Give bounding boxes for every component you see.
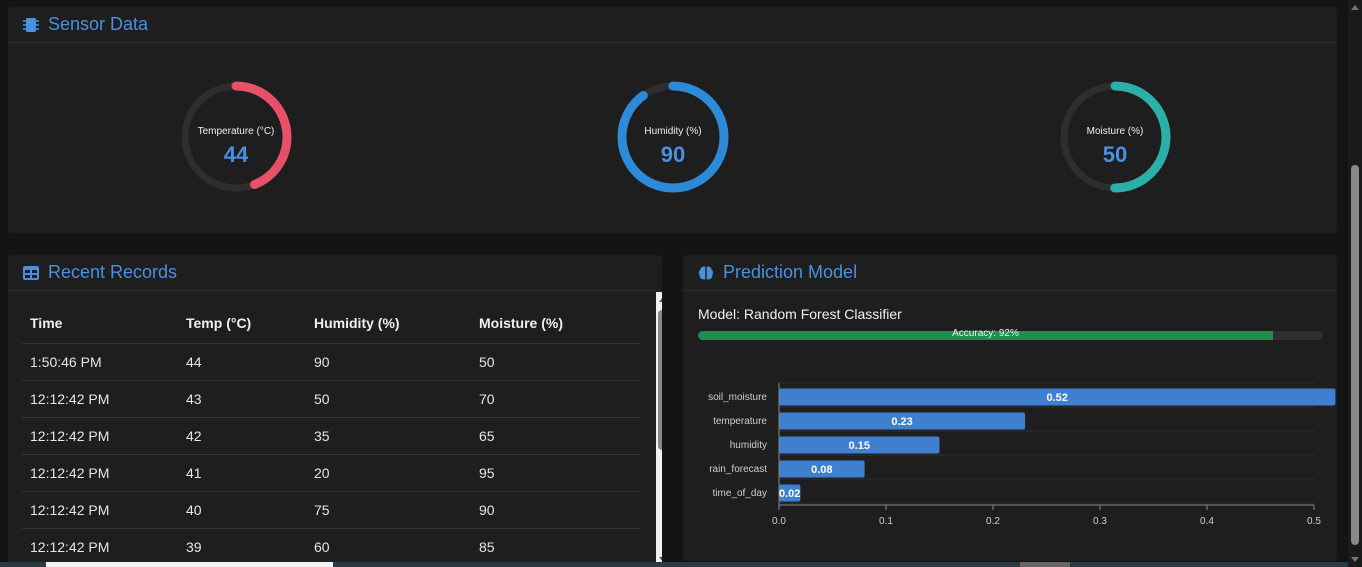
cell-temp: 39 bbox=[178, 528, 306, 566]
chart-category-label: time_of_day bbox=[713, 488, 767, 499]
humidity-gauge-ring bbox=[617, 81, 729, 193]
chart-category-label: temperature bbox=[713, 416, 767, 427]
chart-x-tick-label: 0.4 bbox=[1200, 516, 1214, 525]
chart-data-label: 0.08 bbox=[811, 464, 832, 476]
cell-moisture: 70 bbox=[471, 380, 640, 418]
moisture-gauge-label: Moisture (%) bbox=[1086, 126, 1144, 137]
column-header-moisture: Moisture (%) bbox=[471, 303, 640, 344]
moisture-gauge-ring bbox=[1059, 81, 1171, 193]
records-table-container[interactable]: Time Temp (°C) Humidity (%) Moisture (%)… bbox=[22, 303, 640, 566]
cell-humidity: 50 bbox=[306, 380, 471, 418]
cell-temp: 43 bbox=[178, 380, 306, 418]
cell-time: 12:12:42 PM bbox=[22, 417, 178, 455]
humidity-gauge: Humidity (%) 90 bbox=[615, 79, 731, 195]
cell-temp: 42 bbox=[178, 417, 306, 455]
recent-records-header: Recent Records bbox=[8, 255, 662, 291]
column-header-humidity: Humidity (%) bbox=[306, 303, 471, 344]
chart-category-label: rain_forecast bbox=[709, 464, 767, 475]
cell-time: 12:12:42 PM bbox=[22, 528, 178, 566]
records-scrollbar[interactable] bbox=[656, 292, 662, 567]
cell-moisture: 65 bbox=[471, 417, 640, 455]
chart-x-tick-label: 0.1 bbox=[879, 516, 893, 525]
scroll-up-arrow-icon[interactable] bbox=[659, 297, 662, 302]
temperature-gauge-value: 44 bbox=[223, 142, 249, 167]
cell-temp: 41 bbox=[178, 454, 306, 492]
moisture-gauge: Moisture (%) 50 bbox=[1057, 79, 1173, 195]
accuracy-progress-bar bbox=[698, 331, 1323, 340]
sensor-data-title: Sensor Data bbox=[48, 14, 149, 34]
cell-time: 12:12:42 PM bbox=[22, 491, 178, 529]
temperature-gauge-ring bbox=[180, 81, 292, 193]
recent-records-title: Recent Records bbox=[48, 262, 178, 282]
cell-humidity: 90 bbox=[306, 343, 471, 381]
cell-moisture: 95 bbox=[471, 454, 640, 492]
temperature-gauge: Temperature (°C) 44 bbox=[178, 79, 294, 195]
page-scroll-up-arrow-icon[interactable] bbox=[1351, 5, 1359, 10]
chart-data-label: 0.23 bbox=[891, 416, 912, 428]
prediction-model-card: Prediction Model Model: Random Forest Cl… bbox=[683, 255, 1337, 561]
cell-temp: 44 bbox=[178, 343, 306, 381]
table-header-row: Time Temp (°C) Humidity (%) Moisture (%) bbox=[22, 303, 640, 344]
chart-x-tick-label: 0.3 bbox=[1093, 516, 1107, 525]
chart-category-label: humidity bbox=[730, 440, 767, 451]
table-row: 12:12:42 PM 40 75 90 bbox=[22, 491, 640, 529]
page-scroll-thumb[interactable] bbox=[1351, 165, 1359, 545]
accuracy-progress-fill bbox=[698, 331, 1273, 340]
chart-bar bbox=[779, 484, 801, 502]
records-scroll-thumb[interactable] bbox=[658, 310, 662, 450]
cell-humidity: 60 bbox=[306, 528, 471, 566]
humidity-gauge-value: 90 bbox=[660, 142, 686, 167]
accuracy-text: Accuracy: 92% bbox=[952, 328, 1019, 339]
chart-bar bbox=[779, 460, 865, 478]
prediction-model-title: Prediction Model bbox=[723, 262, 858, 282]
table-row: 12:12:42 PM 39 60 85 bbox=[22, 528, 640, 566]
table-row: 12:12:42 PM 43 50 70 bbox=[22, 380, 640, 418]
brain-icon bbox=[698, 265, 714, 280]
chart-data-label: 0.52 bbox=[1046, 392, 1067, 404]
chart-x-tick-label: 0.0 bbox=[772, 516, 786, 525]
chart-category-label: soil_moisture bbox=[708, 392, 767, 403]
table-row: 12:12:42 PM 42 35 65 bbox=[22, 417, 640, 455]
page-vertical-scrollbar[interactable] bbox=[1348, 0, 1362, 567]
feature-importance-chart: soil_moisture 0.52 temperature 0.23 humidity… bbox=[708, 382, 1336, 525]
moisture-gauge-value: 50 bbox=[1102, 142, 1128, 167]
table-icon bbox=[23, 265, 39, 280]
cell-time: 12:12:42 PM bbox=[22, 454, 178, 492]
column-header-temp: Temp (°C) bbox=[178, 303, 306, 344]
cell-moisture: 85 bbox=[471, 528, 640, 566]
page-horizontal-scrollbar[interactable] bbox=[0, 562, 1348, 567]
chart-data-label: 0.02 bbox=[779, 488, 800, 500]
records-table: Time Temp (°C) Humidity (%) Moisture (%)… bbox=[22, 303, 640, 566]
cell-humidity: 35 bbox=[306, 417, 471, 455]
cell-moisture: 90 bbox=[471, 491, 640, 529]
page-scroll-down-arrow-icon[interactable] bbox=[1351, 557, 1359, 562]
sensor-data-card: Sensor Data Temperature (°C) 44 Humidity… bbox=[8, 7, 1337, 233]
chart-bar bbox=[779, 412, 1026, 430]
temperature-gauge-label: Temperature (°C) bbox=[197, 126, 275, 137]
cell-humidity: 75 bbox=[306, 491, 471, 529]
cell-moisture: 50 bbox=[471, 343, 640, 381]
horizontal-scroll-thumb[interactable] bbox=[46, 562, 333, 567]
scroll-down-arrow-icon[interactable] bbox=[659, 557, 662, 562]
cell-time: 12:12:42 PM bbox=[22, 380, 178, 418]
chart-data-label: 0.15 bbox=[849, 440, 870, 452]
recent-records-card: Recent Records Time Temp (°C) Humidity (… bbox=[8, 255, 662, 567]
column-header-time: Time bbox=[22, 303, 178, 344]
model-name-label: Model: Random Forest Classifier bbox=[698, 306, 902, 322]
prediction-model-header: Prediction Model bbox=[683, 255, 1337, 291]
chart-bar bbox=[779, 436, 940, 454]
cell-humidity: 20 bbox=[306, 454, 471, 492]
chip-icon bbox=[23, 17, 39, 32]
horizontal-scroll-thumb-secondary[interactable] bbox=[1020, 562, 1070, 567]
chart-bar bbox=[779, 388, 1336, 406]
cell-time: 1:50:46 PM bbox=[22, 343, 178, 381]
humidity-gauge-label: Humidity (%) bbox=[644, 126, 702, 137]
sensor-data-header: Sensor Data bbox=[8, 7, 1337, 43]
table-row: 12:12:42 PM 41 20 95 bbox=[22, 454, 640, 492]
chart-x-tick-label: 0.2 bbox=[986, 516, 1000, 525]
cell-temp: 40 bbox=[178, 491, 306, 529]
table-row: 1:50:46 PM 44 90 50 bbox=[22, 343, 640, 381]
chart-x-tick-label: 0.5 bbox=[1307, 516, 1321, 525]
